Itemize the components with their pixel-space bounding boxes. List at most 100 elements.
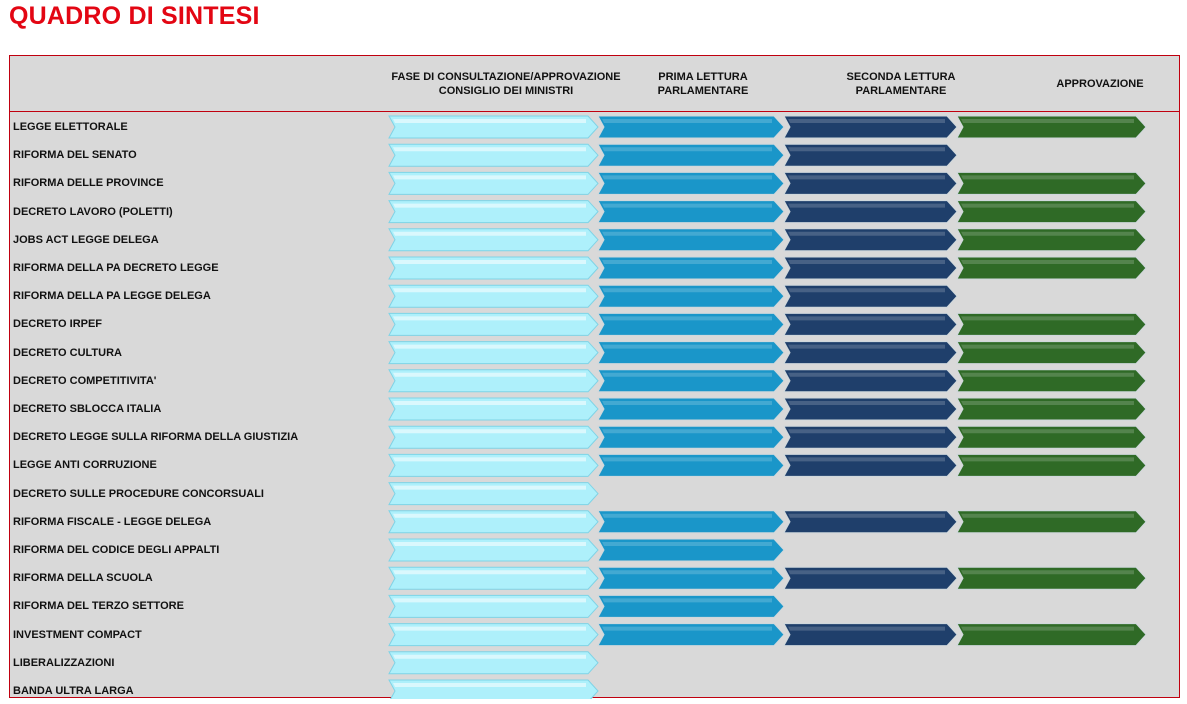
row-label: RIFORMA DELLA SCUOLA (13, 572, 153, 585)
stage-bar-highlight (788, 203, 945, 208)
stage-bar-highlight (602, 570, 772, 575)
stage-bar-highlight (788, 316, 945, 321)
stage-bar-highlight (602, 626, 772, 631)
stage-bar-highlight (602, 401, 772, 405)
stage-bar-highlight (393, 598, 586, 603)
row-label: RIFORMA DEL TERZO SETTORE (13, 600, 184, 613)
stage-bar (597, 200, 785, 224)
stage-header-4: APPROVAZIONE (1025, 77, 1175, 91)
row-label: BANDA ULTRA LARGA (13, 685, 134, 697)
row-label: DECRETO SBLOCCA ITALIA (13, 403, 162, 415)
stage-bar-highlight (602, 513, 772, 518)
stage-bar-highlight (393, 175, 586, 180)
stage-bar-highlight (961, 260, 1134, 264)
stage-bar (783, 228, 958, 252)
stage-bar (597, 397, 785, 421)
stage-bar (783, 369, 958, 393)
stage-bar (783, 200, 958, 224)
stage-bar-highlight (602, 344, 772, 349)
stage-bar-highlight (961, 175, 1134, 180)
stage-bar-highlight (961, 231, 1134, 236)
stage-bar (597, 341, 785, 365)
stage-bar-highlight (393, 654, 586, 659)
stage-bar-highlight (393, 344, 586, 349)
row-label: DECRETO COMPETITIVITA' (13, 374, 157, 387)
stage-bar (783, 312, 958, 336)
stage-bar (956, 228, 1147, 252)
stage-bar (597, 115, 785, 139)
stage-header-line: PARLAMENTARE (855, 85, 947, 97)
stage-bar-highlight (788, 372, 945, 377)
row-label: RIFORMA DELLE PROVINCE (13, 177, 164, 190)
stage-bar (597, 566, 785, 590)
stage-bar-highlight (602, 119, 772, 123)
stage-bar-highlight (788, 457, 945, 462)
row-label: INVESTMENT COMPACT (13, 628, 142, 641)
stage-bar-highlight (393, 372, 586, 377)
stage-bar-highlight (393, 401, 586, 405)
row-label: RIFORMA DEL CODICE DEGLI APPALTI (13, 544, 220, 556)
stage-header-2: PRIMA LETTURA PARLAMENTARE (628, 70, 778, 98)
row-label: DECRETO LAVORO (POLETTI) (13, 205, 173, 218)
stage-bar-highlight (788, 147, 945, 152)
stage-header-line: FASE DI CONSULTAZIONE/APPROVAZIONE (391, 71, 621, 83)
row-label: LEGGE ANTI CORRUZIONE (13, 459, 157, 472)
stage-bar-highlight (961, 429, 1134, 434)
stage-bar-highlight (961, 570, 1134, 575)
stage-bar-highlight (788, 288, 945, 293)
stage-bar (597, 453, 785, 477)
stage-bar-highlight (393, 485, 586, 490)
stage-bar (783, 341, 958, 365)
stage-bar (956, 200, 1147, 224)
stage-bar (597, 594, 785, 618)
page-title: QUADRO DI SINTESI (9, 2, 260, 30)
stage-bar (783, 397, 958, 421)
stage-bar (783, 171, 958, 195)
stage-bar (956, 397, 1147, 421)
stage-header-line: APPROVAZIONE (1056, 78, 1144, 90)
stage-bar (783, 115, 958, 139)
stage-bar-highlight (788, 626, 945, 631)
row-label: RIFORMA DEL SENATO (13, 149, 137, 162)
stage-header-line: SECONDA LETTURA (846, 71, 956, 83)
stage-bar-highlight (602, 147, 772, 152)
summary-table: FASE DI CONSULTAZIONE/APPROVAZIONE CONSIG… (9, 55, 1180, 699)
stage-bar (956, 312, 1147, 336)
stage-header-line: PRIMA LETTURA (658, 71, 748, 83)
stage-bar-highlight (788, 231, 945, 236)
stage-bar (783, 284, 958, 308)
stage-bar-highlight (393, 119, 586, 123)
stage-bar (956, 510, 1147, 534)
stage-bar-highlight (393, 288, 586, 293)
stage-header-1: FASE DI CONSULTAZIONE/APPROVAZIONE CONSIG… (381, 70, 631, 98)
stage-bar-highlight (961, 344, 1134, 349)
stage-bar-highlight (602, 203, 772, 208)
stage-bar-highlight (961, 457, 1134, 462)
stage-bar-highlight (788, 119, 945, 123)
stage-bar-highlight (961, 372, 1134, 377)
stage-bar-highlight (961, 626, 1134, 631)
stage-bar-highlight (393, 570, 586, 575)
stage-bar-highlight (788, 513, 945, 518)
stage-bar-highlight (602, 457, 772, 462)
stage-bar (597, 510, 785, 534)
stage-bar (783, 623, 958, 647)
stage-bar (597, 143, 785, 167)
stage-bar (956, 341, 1147, 365)
stage-bar (956, 453, 1147, 477)
stage-header-3: SECONDA LETTURA PARLAMENTARE (821, 70, 981, 98)
row-label: DECRETO IRPEF (13, 318, 103, 331)
stage-header-line: PARLAMENTARE (657, 85, 749, 97)
stage-bar-highlight (602, 316, 772, 321)
stage-bar-highlight (788, 429, 945, 434)
stage-bar (388, 679, 599, 699)
row-label: JOBS ACT LEGGE DELEGA (13, 233, 159, 246)
stage-bar-highlight (961, 401, 1134, 405)
stage-bar-highlight (788, 401, 945, 405)
stage-bar-highlight (602, 542, 772, 546)
row-label: RIFORMA DELLA PA LEGGE DELEGA (13, 290, 211, 303)
stage-bar-highlight (602, 231, 772, 236)
stage-bar-highlight (393, 429, 586, 434)
stage-header-line: CONSIGLIO DEI MINISTRI (438, 85, 574, 97)
stage-bar-highlight (393, 513, 586, 518)
